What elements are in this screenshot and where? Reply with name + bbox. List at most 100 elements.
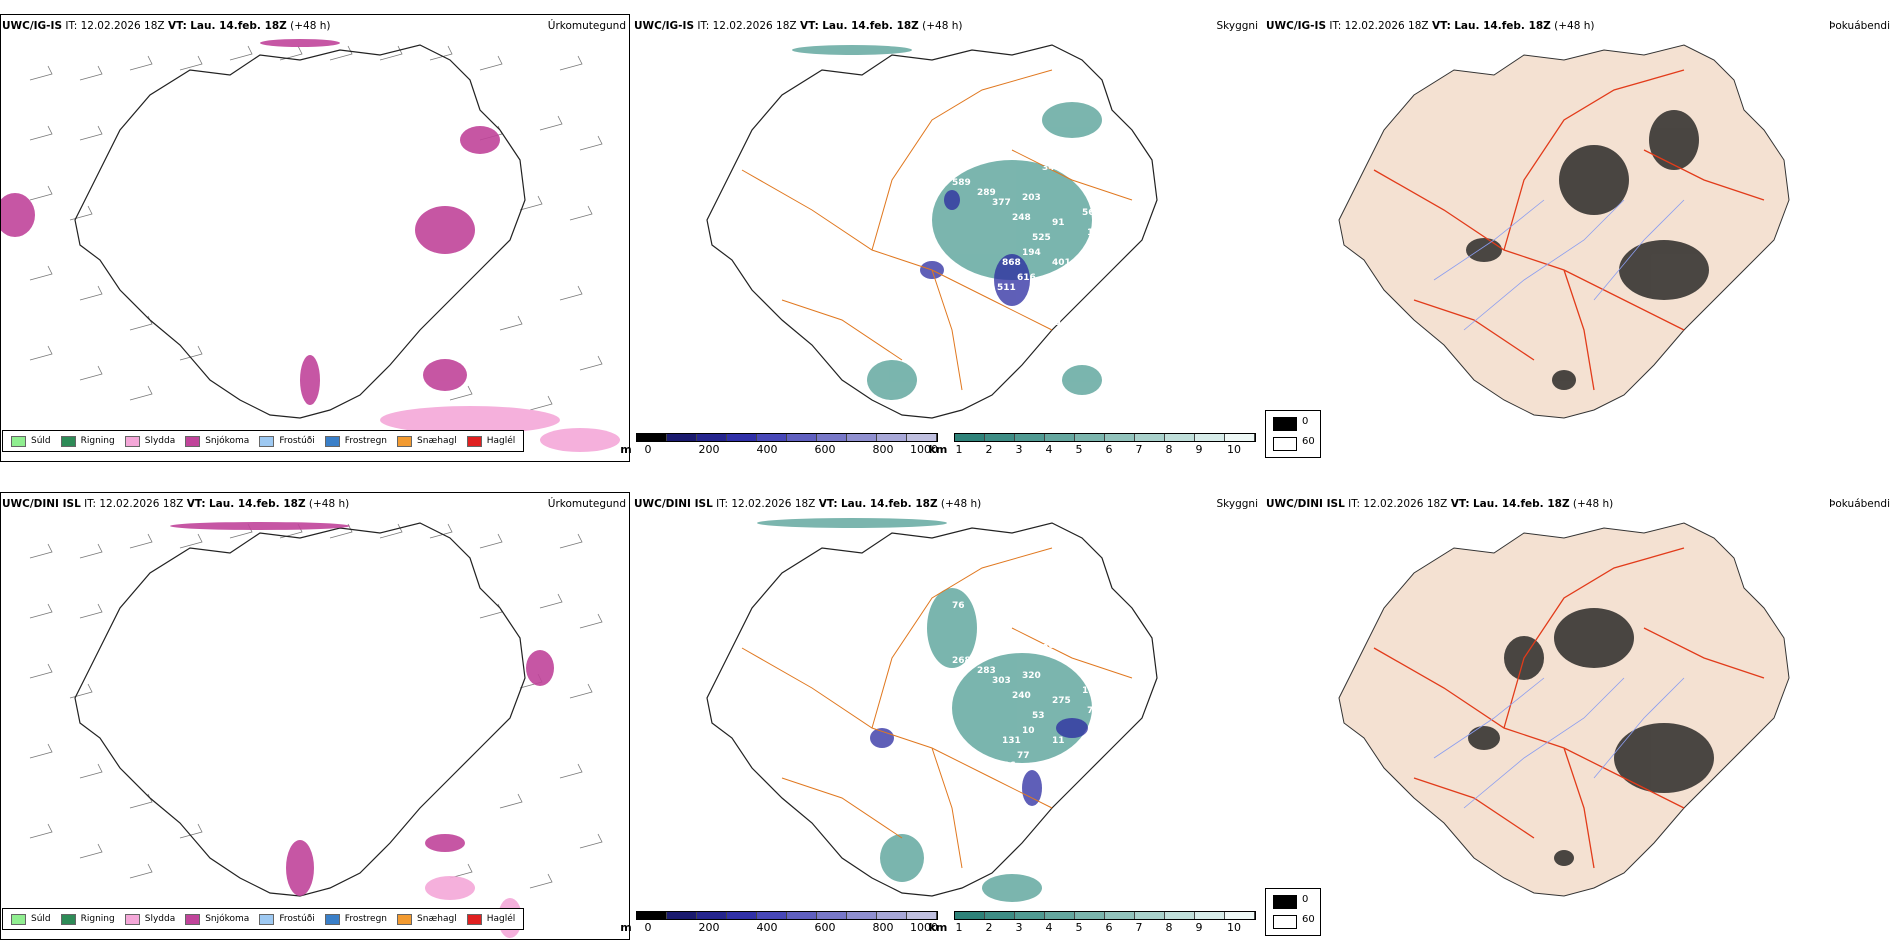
panel-title: Þokuábendi (1829, 20, 1890, 32)
legend-swatch (124, 913, 140, 925)
legend-swatch (11, 435, 26, 447)
colorbar-cell (847, 434, 877, 441)
tick-label: 3 (1015, 443, 1023, 456)
colorbar-cell (667, 434, 697, 441)
colorbar-cell (1195, 434, 1225, 441)
legend-label: Snjókoma (205, 914, 250, 924)
tick-label: 1000 (910, 443, 938, 456)
colorbar-cell (1135, 912, 1165, 919)
tick-label: 200 (698, 921, 720, 934)
colorbar-cell (727, 912, 757, 919)
legend-swatch (60, 913, 76, 925)
legend-swatch (124, 435, 140, 447)
legend-swatch (466, 435, 482, 447)
valid-time: Lau. 14.feb. 18Z (1472, 498, 1570, 510)
fog-scale-key: 0 60 (1265, 410, 1321, 458)
colorbar-cell (985, 434, 1015, 441)
tick-label: 1 (955, 921, 963, 934)
legend-label: Snæhagl (417, 914, 457, 924)
colorbar-cell (1105, 912, 1135, 919)
fog-high-swatch (1273, 895, 1297, 909)
precip-type-map (0, 15, 629, 461)
issue-time: IT: 12.02.2026 18Z (65, 20, 165, 32)
legend-label: Slydda (144, 914, 176, 924)
ceiling-value-label: 525 (1032, 233, 1051, 243)
legend-label: Súld (31, 914, 51, 924)
tick-label: 10 (1227, 443, 1241, 456)
fog-high-swatch (1273, 417, 1297, 431)
colorbar-cell (907, 434, 937, 441)
fog-high-label: 0 (1302, 416, 1309, 427)
wind-barbs (29, 45, 603, 411)
ceiling-value-label: 298 (967, 388, 986, 398)
colorbar-cell (1135, 434, 1165, 441)
legend-item: Rigning (60, 435, 115, 447)
precip-legend: Súld Rigning Slydda Snjókoma Frostúði Fr… (2, 908, 525, 930)
legend-swatch (466, 913, 482, 925)
legend-label: Haglél (486, 436, 516, 446)
ceiling-value-label: 400 (952, 123, 971, 133)
legend-swatch (60, 435, 76, 447)
ceiling-value-label: 341 (1042, 163, 1061, 173)
ceiling-value-label: 76 (952, 601, 965, 611)
colorbar-cell (1165, 434, 1195, 441)
panel-title: Skyggni (1216, 498, 1259, 510)
visibility-colorbar: km 1 2 3 4 5 6 7 8 9 10 (929, 433, 1256, 457)
ceiling-value-label: 11 (1052, 736, 1065, 746)
ceiling-value-label: 20 (1112, 716, 1125, 726)
tick-label: 4 (1045, 443, 1053, 456)
ceiling-value-label: 589 (952, 178, 971, 188)
valid-time: Lau. 14.feb. 18Z (190, 20, 287, 32)
tick-label: 7 (1135, 921, 1143, 934)
issue-time: IT: 12.02.2026 18Z (1348, 498, 1448, 510)
tick-label: 4 (1045, 921, 1053, 934)
colorbar-cell (1045, 434, 1075, 441)
legend-label: Súld (31, 436, 51, 446)
lead-time: (+48 h) (290, 20, 331, 32)
ceiling-unit: m (620, 921, 632, 934)
ceiling-value-label: 20 (1102, 621, 1115, 631)
valid-time: Lau. 14.feb. 18Z (822, 20, 919, 32)
issue-time: IT: 12.02.2026 18Z (716, 498, 816, 510)
legend-label: Frostregn (344, 914, 388, 924)
colorbar-cell (1045, 912, 1075, 919)
colorbar-cell (697, 912, 727, 919)
ceiling-value-label: 10 (1022, 726, 1035, 736)
valid-prefix: VT: (167, 20, 187, 32)
fog-index-map (1338, 44, 1790, 419)
ceiling-value-label: 868 (1002, 258, 1021, 268)
legend-label: Snjókoma (205, 436, 250, 446)
precip-type-panel-2: UWC/DINI ISL IT: 12.02.2026 18Z VT: Lau.… (0, 478, 632, 948)
tick-label: 400 (756, 921, 778, 934)
legend-item: Haglél (466, 435, 516, 447)
legend-item: Súld (11, 913, 51, 925)
colorbar-cell (1225, 912, 1255, 919)
legend-swatch (259, 435, 275, 447)
ceiling-value-label: 616 (1017, 273, 1036, 283)
valid-prefix: VT: (818, 498, 838, 510)
colorbar-cell (877, 434, 907, 441)
legend-item: Rigning (60, 913, 115, 925)
model-name: UWC/DINI ISL (634, 498, 713, 510)
legend-item: Frostregn (324, 913, 388, 925)
legend-label: Rigning (80, 436, 115, 446)
legend-swatch (324, 913, 340, 925)
ceiling-value-label: 30 (977, 373, 990, 383)
fog-low-label: 60 (1302, 436, 1315, 447)
legend-item: Súld (11, 435, 51, 447)
precip-legend: Súld Rigning Slydda Snjókoma Frostúði Fr… (2, 430, 525, 452)
colorbar-cell (1075, 434, 1105, 441)
visibility-unit: km (928, 921, 948, 934)
colorbar-cell (637, 434, 667, 441)
colorbar-cell (667, 912, 697, 919)
precip-type-map (1, 493, 629, 939)
panel-title: Þokuábendi (1829, 498, 1890, 510)
tick-label: 10 (1227, 921, 1241, 934)
tick-label: 5 (1075, 443, 1083, 456)
colorbar-cell (757, 434, 787, 441)
tick-label: 5 (1075, 921, 1083, 934)
ceiling-value-label: 565 (1082, 208, 1101, 218)
